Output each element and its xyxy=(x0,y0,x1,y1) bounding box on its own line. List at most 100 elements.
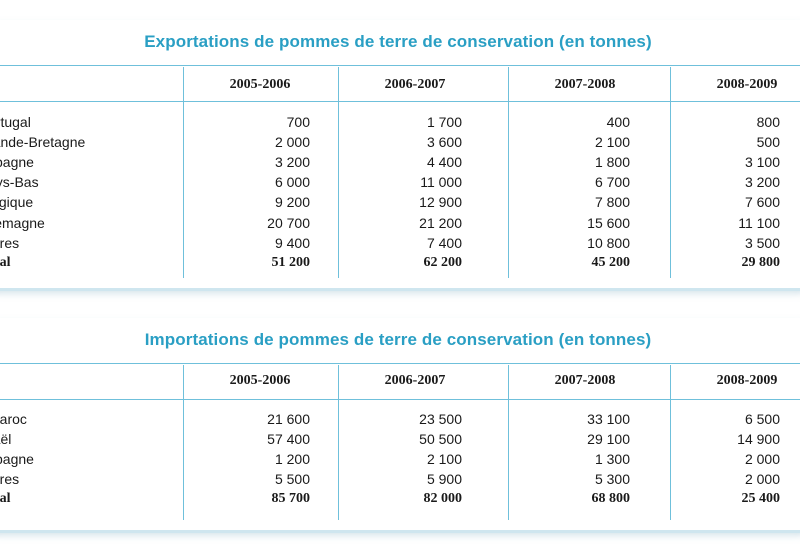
table-cell: 800 xyxy=(756,114,780,130)
export-column-divider xyxy=(508,67,509,278)
row-label: otal xyxy=(0,491,11,507)
export-table-title: Exportations de pommes de terre de conse… xyxy=(144,32,652,51)
table-cell: 500 xyxy=(756,134,780,151)
table-cell: 50 500 xyxy=(419,431,462,448)
table-cell: 5 900 xyxy=(426,471,462,488)
table-cell: 700 xyxy=(286,114,310,130)
table-cell: 6 500 xyxy=(744,411,780,427)
table-cell: 3 100 xyxy=(744,154,780,171)
table-cell: 2 000 xyxy=(744,471,780,488)
export-column-divider xyxy=(338,67,339,278)
table-cell: 11 100 xyxy=(738,214,780,231)
table-row: utres 5 500 5 900 5 300 2 000 xyxy=(0,471,800,491)
row-label: ortugal xyxy=(0,114,31,130)
import-header-top-rule xyxy=(0,363,800,364)
table-cell: 9 400 xyxy=(274,234,310,251)
table-cell: 6 000 xyxy=(274,174,310,191)
table-row: ortugal 700 1 700 400 800 xyxy=(0,114,800,134)
table-row: Maroc 21 600 23 500 33 100 6 500 xyxy=(0,411,800,431)
export-column-divider xyxy=(183,67,184,278)
import-column-divider xyxy=(508,365,509,520)
table-cell: 6 700 xyxy=(594,174,630,191)
table-cell: 85 700 xyxy=(271,491,311,507)
export-col-header: 2008-2009 xyxy=(716,77,778,92)
row-label: utres xyxy=(0,234,20,251)
table-cell: 4 400 xyxy=(426,154,462,171)
row-label: spagne xyxy=(0,154,34,171)
table-cell: 12 900 xyxy=(419,194,462,211)
row-label: utres xyxy=(0,471,20,488)
row-label: raël xyxy=(0,431,12,448)
total-row: otal 85 700 82 000 68 800 25 400 xyxy=(0,491,800,511)
table-cell: 68 800 xyxy=(591,491,631,507)
table-cell: 57 400 xyxy=(267,431,310,448)
table-cell: 2 100 xyxy=(426,451,462,468)
table-row: llemagne 20 700 21 200 15 600 11 100 xyxy=(0,215,800,235)
table-cell: 29 800 xyxy=(741,254,781,270)
export-col-header: 2005-2006 xyxy=(229,77,291,92)
table-cell: 400 xyxy=(606,114,630,130)
table-cell: 1 700 xyxy=(426,114,462,130)
table-cell: 11 000 xyxy=(420,174,462,191)
table-cell: 7 800 xyxy=(594,194,630,211)
export-header-bottom-rule xyxy=(0,101,800,102)
import-header-bottom-rule xyxy=(0,399,800,400)
table-cell: 3 200 xyxy=(274,154,310,171)
table-cell: 10 800 xyxy=(587,234,630,251)
table-cell: 7 600 xyxy=(744,194,780,211)
table-cell: 9 200 xyxy=(274,194,310,211)
table-cell: 1 800 xyxy=(594,154,630,171)
table-cell: 3 200 xyxy=(744,174,780,191)
table-row: spagne 3 200 4 400 1 800 3 100 xyxy=(0,154,800,174)
table-row: ays-Bas 6 000 11 000 6 700 3 200 xyxy=(0,174,800,194)
table-row: raël 57 400 50 500 29 100 14 900 xyxy=(0,431,800,451)
import-table-panel: Importations de pommes de terre de conse… xyxy=(0,318,800,530)
table-cell: 7 400 xyxy=(426,234,462,251)
row-label: elgique xyxy=(0,194,34,211)
export-table-panel: Exportations de pommes de terre de conse… xyxy=(0,20,800,288)
row-label: rande-Bretagne xyxy=(0,134,86,151)
import-table-title: Importations de pommes de terre de conse… xyxy=(144,330,652,349)
table-row: spagne 1 200 2 100 1 300 2 000 xyxy=(0,451,800,471)
table-cell: 5 500 xyxy=(274,471,310,488)
table-cell: 62 200 xyxy=(423,254,463,270)
table-cell: 23 500 xyxy=(419,411,462,427)
table-row: utres 9 400 7 400 10 800 3 500 xyxy=(0,235,800,255)
export-column-divider xyxy=(670,67,671,278)
import-column-divider xyxy=(338,365,339,520)
import-col-header: 2008-2009 xyxy=(716,373,778,388)
table-cell: 15 600 xyxy=(587,214,630,231)
table-cell: 82 000 xyxy=(423,491,463,507)
table-cell: 2 100 xyxy=(594,134,630,151)
table-cell: 14 900 xyxy=(737,431,780,448)
table-row: rande-Bretagne 2 000 3 600 2 100 500 xyxy=(0,134,800,154)
row-label: Maroc xyxy=(0,411,27,427)
import-col-header: 2006-2007 xyxy=(384,373,446,388)
total-row: otal 51 200 62 200 45 200 29 800 xyxy=(0,255,800,275)
table-cell: 29 100 xyxy=(587,431,630,448)
table-cell: 20 700 xyxy=(267,214,310,231)
table-cell: 45 200 xyxy=(591,254,631,270)
table-row: elgique 9 200 12 900 7 800 7 600 xyxy=(0,194,800,214)
export-col-header: 2006-2007 xyxy=(384,77,446,92)
table-cell: 3 500 xyxy=(744,234,780,251)
export-col-header: 2007-2008 xyxy=(554,77,616,92)
table-cell: 33 100 xyxy=(587,411,630,427)
import-column-divider xyxy=(183,365,184,520)
table-cell: 25 400 xyxy=(741,491,781,507)
export-header-top-rule xyxy=(0,65,800,66)
table-cell: 1 300 xyxy=(594,451,630,468)
table-cell: 21 600 xyxy=(267,411,310,427)
import-column-divider xyxy=(670,365,671,520)
table-cell: 5 300 xyxy=(594,471,630,488)
table-cell: 51 200 xyxy=(271,254,311,270)
row-label: spagne xyxy=(0,451,34,468)
table-cell: 2 000 xyxy=(744,451,780,468)
row-label: llemagne xyxy=(0,214,45,231)
table-cell: 2 000 xyxy=(274,134,310,151)
table-cell: 21 200 xyxy=(419,214,462,231)
table-cell: 1 200 xyxy=(274,451,310,468)
import-col-header: 2005-2006 xyxy=(229,373,291,388)
import-col-header: 2007-2008 xyxy=(554,373,616,388)
table-cell: 3 600 xyxy=(426,134,462,151)
